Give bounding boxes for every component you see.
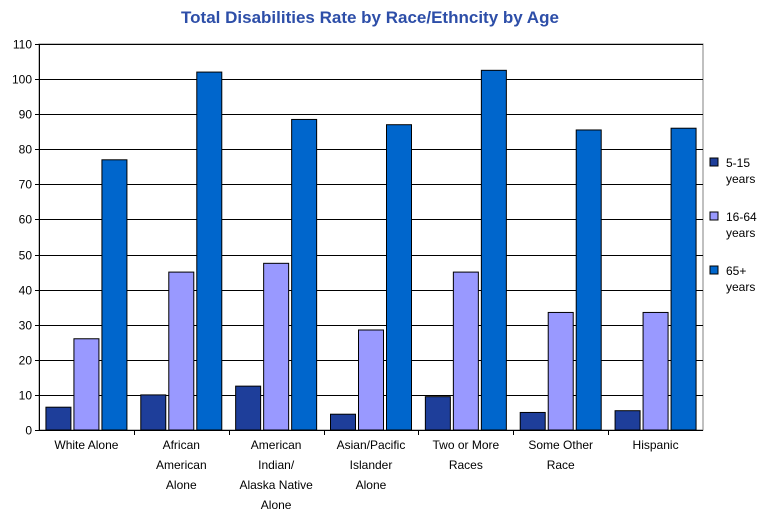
x-tick-label: White Alone [54, 438, 118, 452]
x-tick-label: American Indian/Alaska Native Alone [239, 438, 313, 512]
bar [386, 124, 412, 431]
legend-label: 5-15 years [726, 156, 755, 186]
x-tick-label: Some Other Race [528, 438, 593, 472]
y-tick-label: 60 [19, 213, 33, 227]
bar [642, 311, 669, 431]
bar [670, 127, 697, 431]
bar [291, 118, 318, 431]
bar [168, 271, 195, 431]
bar [547, 311, 574, 431]
legend-swatch [709, 265, 719, 275]
bar [101, 159, 128, 431]
bar [424, 396, 451, 431]
y-tick-label: 20 [19, 354, 33, 368]
y-tick-label: 90 [19, 108, 33, 122]
bar [452, 271, 479, 431]
bar [480, 69, 507, 431]
bar [263, 262, 290, 431]
y-tick-label: 0 [25, 424, 32, 438]
y-tick-label: 100 [12, 73, 32, 87]
y-tick-label: 50 [19, 249, 33, 263]
bar [140, 394, 167, 431]
x-tick-label: Asian/Pacific Islander Alone [337, 438, 406, 492]
bar [235, 385, 262, 431]
y-tick-label: 80 [19, 143, 33, 157]
x-tick-label: Hispanic [633, 438, 679, 452]
y-tick-label: 30 [19, 319, 33, 333]
bar [575, 129, 602, 431]
bar [73, 338, 100, 431]
legend-label: 16-64 years [726, 210, 757, 240]
y-tick-label: 10 [19, 389, 33, 403]
bar [614, 410, 641, 431]
x-tick-label: Two or More Races [433, 438, 500, 472]
y-tick-label: 110 [13, 38, 32, 52]
bar [358, 329, 384, 431]
legend-swatch [709, 157, 719, 167]
chart-title: Total Disabilities Rate by Race/Ethncity… [181, 8, 559, 27]
y-tick-label: 70 [19, 178, 33, 192]
bar [330, 413, 356, 431]
bar [196, 71, 223, 431]
legend-label: 65+ years [726, 264, 755, 294]
x-tick-label: African American Alone [156, 438, 207, 492]
y-tick-label: 40 [19, 284, 33, 298]
bar [45, 406, 72, 431]
legend-swatch [709, 211, 719, 221]
bar [519, 411, 546, 431]
